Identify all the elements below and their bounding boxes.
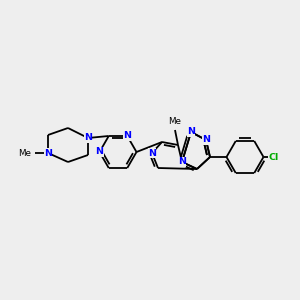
Text: Me: Me	[169, 117, 182, 126]
Text: N: N	[178, 158, 186, 166]
Text: N: N	[148, 148, 156, 158]
Text: N: N	[44, 148, 52, 158]
Text: N: N	[202, 136, 210, 145]
Text: N: N	[123, 131, 131, 140]
Text: Cl: Cl	[268, 152, 279, 161]
Text: N: N	[187, 128, 195, 136]
Text: Me: Me	[18, 148, 31, 158]
Text: N: N	[95, 148, 104, 157]
Text: N: N	[84, 134, 92, 142]
